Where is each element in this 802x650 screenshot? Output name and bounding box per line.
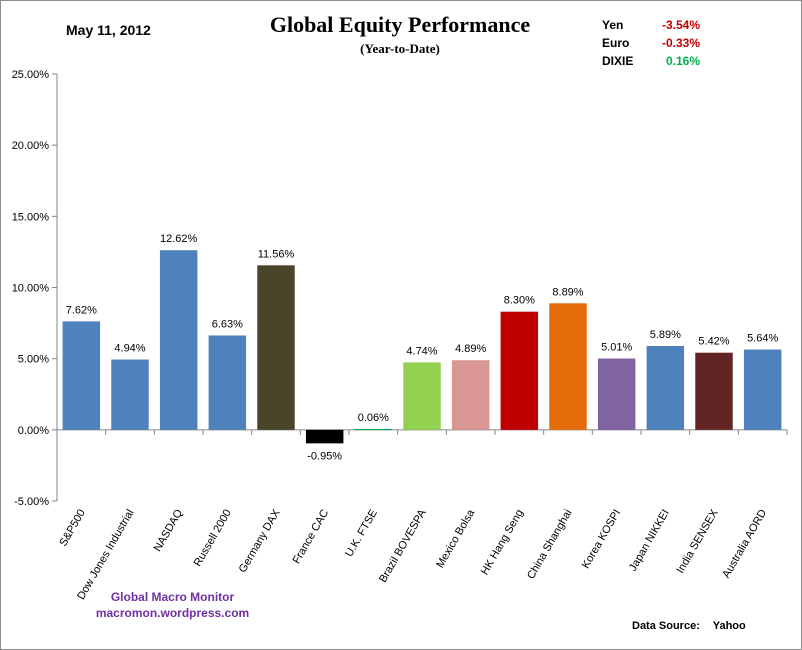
category-label: Korea KOSPI (580, 508, 623, 571)
data-label: -0.95% (307, 450, 342, 462)
bar (354, 428, 393, 430)
bar (257, 265, 295, 430)
category-label: France CAC (291, 507, 332, 565)
fx-value: 0.16% (665, 54, 700, 68)
data-label: 12.62% (160, 233, 198, 245)
date-label: May 11, 2012 (66, 22, 151, 38)
fx-row-yen: Yen -3.54% (602, 18, 712, 36)
category-label: HK Hang Seng (479, 508, 526, 578)
category-label: Australia AORD (720, 507, 769, 580)
y-tick-label: 20.00% (12, 140, 50, 152)
y-tick-label: 15.00% (12, 211, 50, 223)
category-label: Brazil BOVESPA (377, 507, 429, 585)
data-label: 4.94% (114, 343, 145, 355)
bar (62, 321, 101, 430)
category-label: China Shanghai (525, 508, 575, 582)
watermark-url: macromon.wordpress.com (95, 606, 250, 620)
fx-label: Yen (602, 18, 624, 32)
bar (597, 358, 636, 430)
data-source-label: Data Source: (632, 620, 700, 632)
fx-summary: Yen -3.54% Euro -0.33% DIXIE 0.16% (602, 18, 712, 72)
watermark: Global Macro Monitor macromon.wordpress.… (80, 589, 265, 621)
data-source: Data Source: Yahoo (632, 620, 756, 632)
category-label: Mexico Bolsa (434, 507, 478, 570)
category-label: India SENSEX (674, 507, 720, 576)
fx-row-euro: Euro -0.33% (602, 36, 712, 54)
chart-subtitle: (Year-to-Date) (360, 41, 440, 56)
y-tick-label: 25.00% (12, 69, 50, 81)
data-source-value: Yahoo (712, 620, 746, 632)
data-label: 5.64% (747, 333, 778, 345)
bar (695, 352, 733, 430)
data-label: 7.62% (66, 304, 97, 316)
chart-title: Global Equity Performance (269, 12, 531, 37)
fx-value: -3.54% (661, 18, 700, 32)
watermark-name: Global Macro Monitor (110, 590, 235, 604)
data-label: 5.01% (601, 342, 632, 354)
bar (451, 360, 490, 430)
category-label: Dow Jones Industrial (75, 508, 136, 602)
bar (159, 250, 198, 430)
category-label: NASDAQ (152, 507, 186, 554)
bar (549, 303, 587, 430)
data-label: 4.89% (455, 343, 486, 355)
y-tick-label: -5.00% (14, 496, 49, 508)
data-label: 5.42% (698, 336, 729, 348)
fx-label: Euro (602, 36, 630, 50)
category-label: Japan NIKKEI (627, 508, 672, 574)
data-label: 4.74% (406, 345, 437, 357)
bar (305, 429, 344, 444)
data-label: 5.89% (650, 329, 681, 341)
y-tick-label: 0.00% (18, 425, 49, 437)
fx-row-dixie: DIXIE 0.16% (602, 54, 712, 72)
data-label: 6.63% (212, 318, 243, 330)
category-label: S&P500 (57, 508, 88, 549)
y-tick-label: 5.00% (18, 354, 49, 366)
fx-value: -0.33% (661, 36, 700, 50)
category-label: Germany DAX (237, 507, 283, 575)
bar (646, 345, 685, 430)
bar (403, 362, 441, 430)
fx-label: DIXIE (602, 54, 634, 68)
data-label: 0.06% (358, 412, 389, 424)
data-label: 8.89% (552, 286, 583, 298)
y-tick-label: 10.00% (12, 283, 50, 295)
bar (208, 335, 247, 430)
data-label: 11.56% (258, 248, 295, 260)
bar (111, 359, 149, 430)
category-label: Russell 2000 (192, 508, 234, 569)
bar (500, 311, 539, 430)
data-label: 8.30% (504, 295, 535, 307)
bar (743, 349, 782, 430)
category-label: U.K. FTSE (343, 508, 380, 560)
